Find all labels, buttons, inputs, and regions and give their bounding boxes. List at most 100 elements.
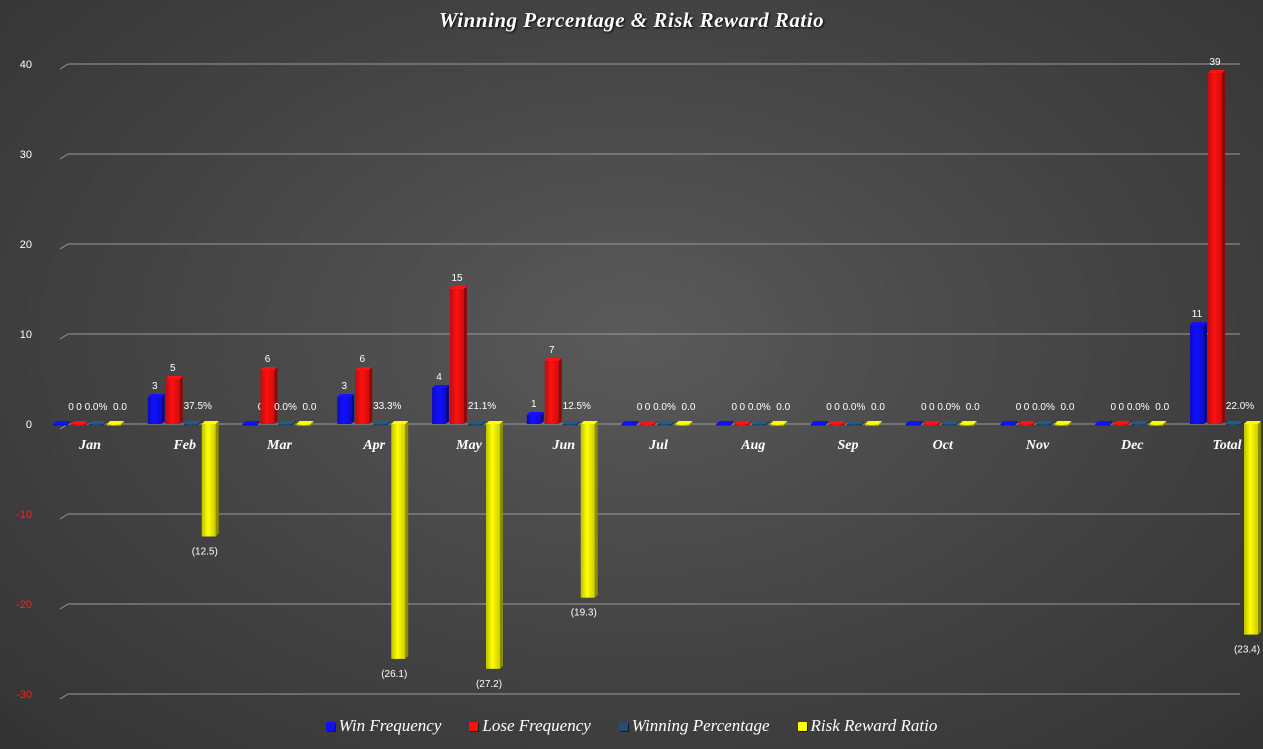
legend: Win Frequency Lose Frequency Winning Per… (0, 716, 1263, 736)
category-label: Oct (933, 438, 954, 453)
legend-swatch-win-frequency (325, 721, 335, 731)
bar-side (351, 394, 355, 424)
data-label: 0 (68, 402, 74, 413)
data-label: (27.2) (476, 679, 502, 690)
legend-swatch-winning-percentage (618, 721, 628, 731)
bar-top (562, 421, 580, 424)
bar-top (770, 421, 788, 424)
bar-front (580, 424, 595, 598)
bar-win-frequency (147, 394, 165, 424)
legend-item-winning-percentage[interactable]: Winning Percentage (618, 716, 770, 736)
bar-top (923, 421, 941, 424)
bar-front (296, 424, 311, 426)
bar-win-frequency (53, 421, 70, 426)
bar-top (107, 421, 124, 424)
bar-winning-percentage (183, 421, 201, 426)
bar-lose-frequency (923, 421, 941, 426)
legend-item-lose-frequency[interactable]: Lose Frequency (469, 716, 591, 736)
bar-side (121, 421, 124, 426)
bar-winning-percentage (1226, 421, 1243, 426)
data-label: (19.3) (571, 608, 597, 619)
bar-winning-percentage (89, 421, 106, 426)
bar-top (1226, 421, 1243, 424)
bar-side (197, 421, 201, 426)
legend-item-win-frequency[interactable]: Win Frequency (325, 716, 441, 736)
bar-top (53, 421, 70, 424)
bar-front (716, 424, 731, 426)
bar-top (89, 421, 106, 424)
bar-win-frequency (242, 421, 260, 426)
data-label: 39 (1209, 57, 1221, 68)
bar-top (1095, 421, 1113, 424)
data-label: (12.5) (192, 547, 218, 558)
y-tick-label: -10 (16, 509, 32, 521)
bar-lose-frequency (165, 376, 183, 424)
y-tick-label: 30 (20, 149, 32, 161)
bar-top (183, 421, 201, 424)
data-label: 0.0% (653, 402, 676, 413)
data-label: 7 (549, 345, 555, 356)
data-label: 0.0% (843, 402, 866, 413)
bar-risk-reward-ratio (1244, 421, 1261, 635)
bar-side (919, 421, 923, 426)
data-label: 22.0% (1226, 401, 1254, 412)
bar-front (1095, 424, 1110, 426)
bar-winning-percentage (1131, 421, 1149, 426)
bar-side (955, 421, 959, 426)
bar-front (675, 424, 690, 426)
bar-top (71, 421, 88, 424)
data-label: (26.1) (381, 669, 407, 680)
data-label: 33.3% (373, 401, 401, 412)
bar-front (734, 424, 749, 426)
data-label: 0 (1024, 402, 1030, 413)
bar-side (310, 421, 314, 426)
data-label: 0.0 (776, 402, 790, 413)
bar-front (1054, 424, 1069, 426)
bar-top (242, 421, 260, 424)
bar-side (1050, 421, 1054, 426)
bar-side (937, 421, 941, 426)
data-label: 0 (1016, 402, 1022, 413)
bar-front (183, 424, 198, 426)
bar-top (675, 421, 693, 424)
bar-lose-frequency (1208, 70, 1225, 424)
data-label: 0 (929, 402, 935, 413)
bar-top (450, 286, 467, 289)
bar-risk-reward-ratio (296, 421, 314, 426)
bar-lose-frequency (260, 367, 278, 424)
category-label: Sep (838, 438, 859, 453)
bar-front (1000, 424, 1015, 426)
legend-swatch-lose-frequency (469, 721, 479, 731)
bar-front (468, 424, 482, 426)
bar-risk-reward-ratio (865, 421, 882, 426)
bar-side (861, 421, 864, 426)
bar-side (387, 421, 391, 426)
data-label: 6 (359, 354, 365, 365)
data-label: 0 (739, 402, 745, 413)
data-label: 4 (436, 372, 442, 383)
bar-side (464, 286, 467, 424)
bar-top (1000, 421, 1018, 424)
bar-front (242, 424, 257, 426)
bar-win-frequency (811, 421, 828, 426)
bar-top (355, 367, 373, 370)
bar-risk-reward-ratio (486, 421, 503, 669)
bar-risk-reward-ratio (201, 421, 219, 537)
bar-top (1036, 421, 1054, 424)
bar-front (486, 424, 500, 669)
data-label: 0.0% (274, 402, 297, 413)
bar-top (1018, 421, 1036, 424)
category-label: Feb (172, 438, 196, 453)
bar-top (1149, 421, 1167, 424)
category-label: Jul (648, 438, 668, 453)
bar-side (879, 421, 882, 426)
bar-side (500, 421, 503, 669)
bar-top (829, 421, 846, 424)
bar-top (296, 421, 314, 424)
bar-top (865, 421, 882, 424)
bar-front (1036, 424, 1051, 426)
legend-item-risk-reward-ratio[interactable]: Risk Reward Ratio (797, 716, 937, 736)
bar-side (1127, 421, 1131, 426)
bar-side (85, 421, 88, 426)
data-label: 12.5% (563, 401, 591, 412)
